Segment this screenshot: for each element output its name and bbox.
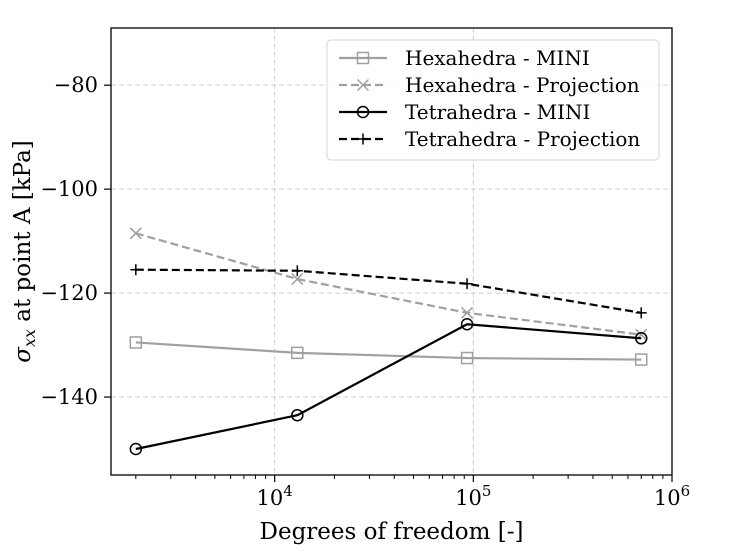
legend-label: Tetrahedra - MINI (405, 100, 590, 124)
x-axis-title: Degrees of freedom [-] (260, 519, 524, 545)
x-tick-label-base: 10 (455, 486, 482, 510)
data-point-marker (461, 278, 473, 290)
data-point-marker-stroke-b (291, 273, 304, 286)
x-tick-label: 106 (654, 482, 690, 510)
data-point-marker (460, 318, 474, 331)
x-tick-label: 105 (455, 482, 491, 510)
data-point-marker (460, 351, 474, 365)
legend-box (326, 39, 660, 161)
data-point-marker (291, 273, 304, 286)
data-point-marker (461, 306, 474, 319)
series-2 (129, 318, 648, 456)
legend-marker (356, 105, 370, 119)
data-point-marker (130, 264, 142, 276)
plot-frame (110, 27, 673, 476)
data-point-marker (291, 346, 304, 360)
x-tick-label-exponent: 4 (283, 482, 293, 500)
axis-ticks (104, 84, 673, 482)
series-line (135, 232, 642, 336)
y-tick-label: −80 (54, 73, 98, 97)
data-point-marker-stroke-b (461, 306, 474, 319)
legend-marker (356, 51, 370, 65)
legend-label: Hexahedra - MINI (405, 46, 590, 70)
data-point-marker (291, 265, 303, 277)
legend-marker (356, 78, 370, 92)
data-point-marker-stroke-b (129, 227, 142, 240)
y-axis-title-subscript: xx (20, 329, 39, 347)
legend-entry-3: Tetrahedra - Projection (339, 127, 640, 151)
y-tick-label: −140 (40, 385, 98, 409)
data-point-marker (129, 442, 143, 456)
series-line (135, 341, 642, 361)
legend-label: Tetrahedra - Projection (405, 127, 640, 151)
legend: Hexahedra - MINI Hexahedra - Projection Te… (326, 39, 660, 161)
data-point-marker (129, 227, 142, 240)
data-point-marker (634, 353, 648, 366)
x-tick-label-exponent: 6 (681, 482, 691, 500)
data-point-marker (635, 307, 647, 319)
y-axis-title: σxx at point A [kPa] (10, 140, 39, 363)
y-tick-label: −100 (40, 177, 98, 201)
y-tick-label: −120 (40, 281, 98, 305)
legend-marker (357, 133, 369, 145)
x-tick-label-base: 10 (257, 486, 284, 510)
x-tick-label-base: 10 (654, 486, 681, 510)
legend-entry-0: Hexahedra - MINI (339, 46, 590, 70)
legend-marker-stroke-b (356, 78, 370, 92)
legend-entry-1: Hexahedra - Projection (339, 73, 640, 97)
x-tick-label: 104 (257, 482, 293, 510)
data-point-marker (291, 408, 304, 422)
y-axis-title-rest: at point A [kPa] (10, 140, 36, 329)
series-line (135, 268, 642, 314)
series-3 (130, 264, 647, 319)
data-point-marker (129, 336, 143, 349)
series-0 (129, 336, 648, 366)
x-tick-label-exponent: 5 (482, 482, 492, 500)
legend-label: Hexahedra - Projection (405, 73, 640, 97)
y-axis-title-symbol: σ (10, 346, 36, 363)
series-line (135, 323, 642, 451)
series-group (129, 227, 648, 456)
data-point-marker (634, 332, 648, 345)
legend-entry-2: Tetrahedra - MINI (339, 100, 590, 124)
